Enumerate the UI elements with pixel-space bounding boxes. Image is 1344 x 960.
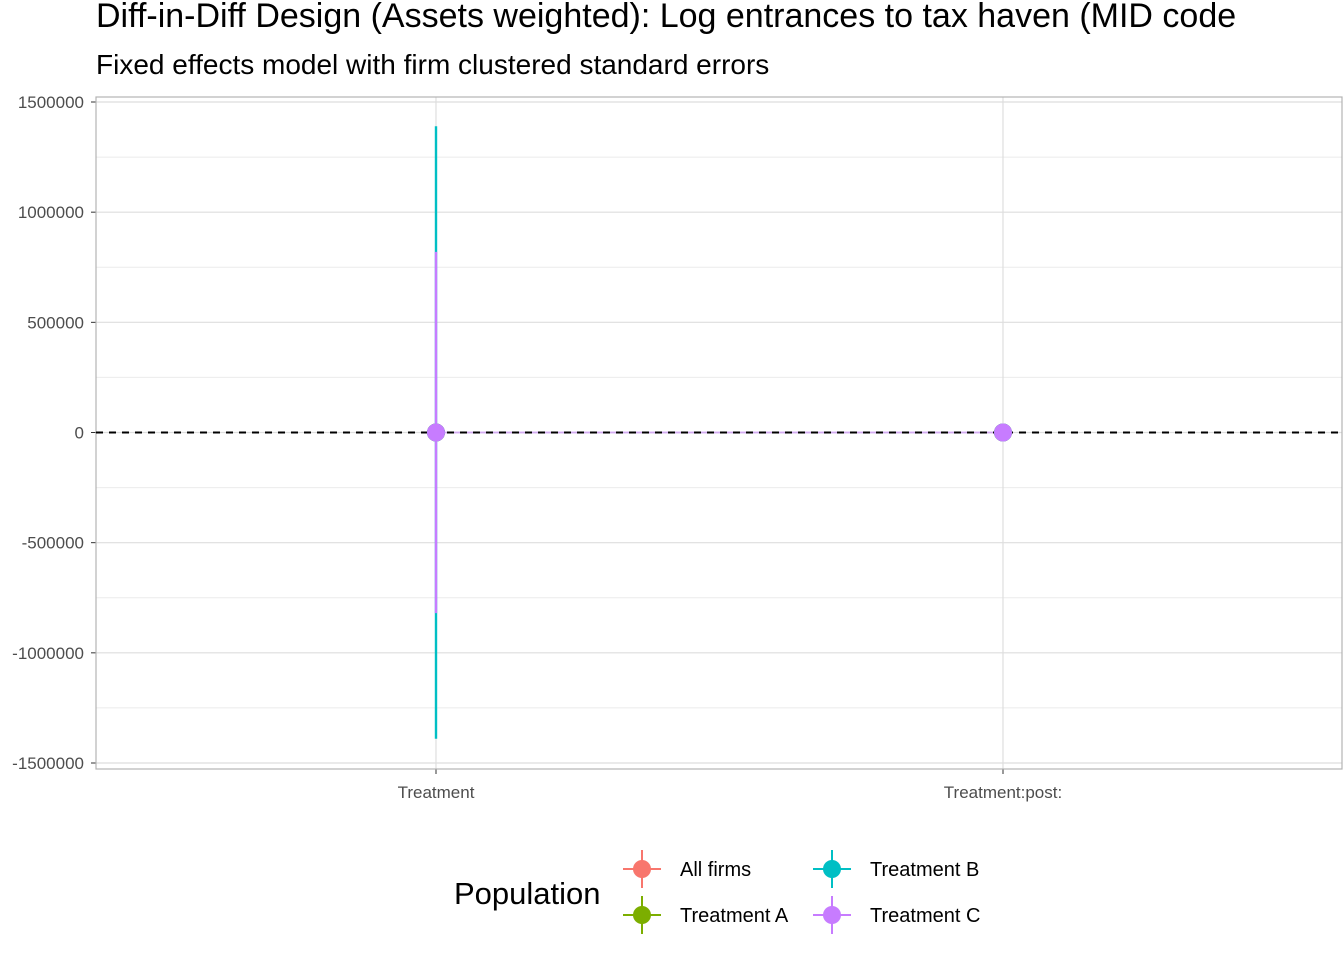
legend-entry: Treatment B xyxy=(813,850,979,888)
x-tick-label: Treatment:post: xyxy=(944,783,1062,802)
y-tick-label: -1000000 xyxy=(12,644,84,663)
legend-key-point xyxy=(823,906,841,924)
legend-label: Treatment C xyxy=(870,905,980,927)
legend-key-point xyxy=(823,860,841,878)
y-tick-label: 0 xyxy=(75,424,84,443)
legend-entry: All firms xyxy=(623,850,751,888)
y-tick-label: 500000 xyxy=(27,313,84,332)
plot-area: 1500000 1000000 500000 0 -500000 -1000000 -150… xyxy=(12,93,1343,802)
y-tick-label: 1000000 xyxy=(18,203,84,222)
y-tick-label: -500000 xyxy=(22,534,84,553)
data-point xyxy=(994,423,1012,442)
legend-entry: Treatment A xyxy=(623,896,789,934)
legend-label: All firms xyxy=(680,859,751,881)
legend-entry: Treatment C xyxy=(813,896,980,934)
y-tick-label: 1500000 xyxy=(18,93,84,112)
chart-title: Diff-in-Diff Design (Assets weighted): L… xyxy=(96,0,1236,35)
data-point xyxy=(427,423,445,442)
chart-subtitle: Fixed effects model with firm clustered … xyxy=(96,49,769,80)
legend: Population All firms Treatment A Treatment … xyxy=(454,850,980,934)
y-tick-label: -1500000 xyxy=(12,754,84,773)
legend-key-point xyxy=(633,860,651,878)
x-tick-label: Treatment xyxy=(398,783,475,802)
legend-key-point xyxy=(633,906,651,924)
legend-label: Treatment B xyxy=(870,859,979,881)
legend-title: Population xyxy=(454,876,601,911)
legend-label: Treatment A xyxy=(680,905,789,927)
